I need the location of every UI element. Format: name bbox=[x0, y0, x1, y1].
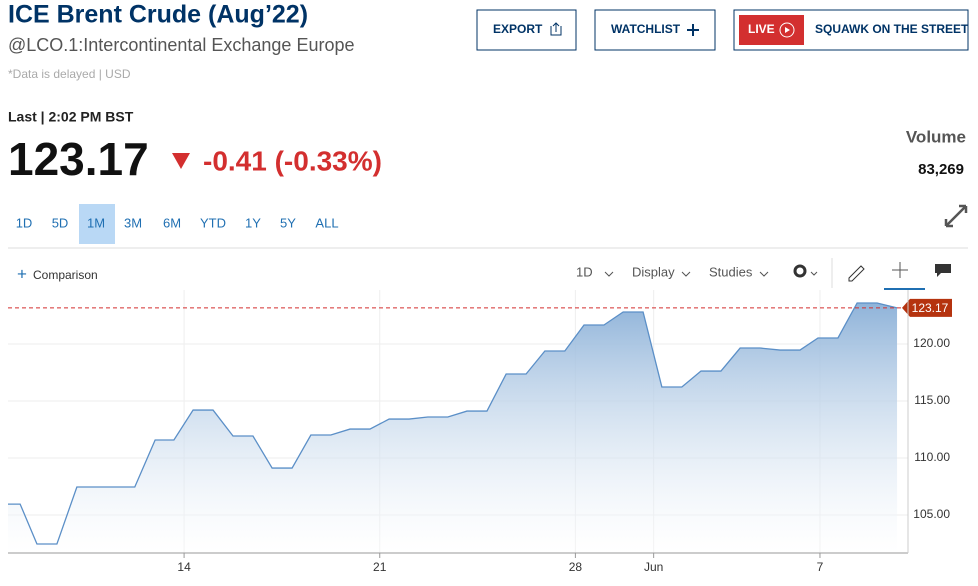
expand-icon[interactable] bbox=[944, 204, 968, 228]
comment-icon[interactable] bbox=[935, 264, 951, 277]
range-tab[interactable]: 1Y bbox=[245, 215, 261, 230]
range-tab[interactable]: 1D bbox=[16, 215, 33, 230]
y-tick-label: 115.00 bbox=[914, 393, 950, 407]
interval[interactable]: 1D bbox=[576, 264, 593, 279]
play-icon bbox=[779, 22, 795, 38]
play-triangle bbox=[785, 27, 790, 33]
squawk-label: SQUAWK ON THE STREET bbox=[815, 22, 969, 36]
x-tick-label: Jun bbox=[644, 560, 663, 574]
x-tick-label: 7 bbox=[817, 560, 824, 574]
volume: 83,269 bbox=[918, 161, 964, 178]
last-time: Last | 2:02 PM BST bbox=[8, 109, 134, 125]
subtitle: @LCO.1:Intercontinental Exchange Europe bbox=[8, 35, 354, 55]
watchlist-label: WATCHLIST bbox=[611, 22, 681, 36]
last-price-label: 123.17 bbox=[912, 301, 949, 315]
price: 123.17 bbox=[8, 133, 149, 185]
change: -0.41 (-0.33%) bbox=[203, 145, 382, 176]
draw-icon[interactable] bbox=[848, 265, 865, 282]
studies[interactable]: Studies bbox=[709, 264, 753, 279]
line bbox=[8, 302, 898, 545]
range-tabs: 1D 5D 1M 3M 6M YTD 1Y 5Y ALL bbox=[16, 204, 339, 244]
y-tick-label: 105.00 bbox=[913, 507, 950, 521]
x-tick-label: 21 bbox=[373, 560, 387, 574]
range-tab[interactable]: ALL bbox=[315, 215, 338, 230]
area bbox=[8, 302, 898, 553]
range-tab[interactable]: 5D bbox=[52, 215, 69, 230]
range-tab[interactable]: 1M bbox=[87, 215, 105, 230]
plus-icon bbox=[687, 24, 699, 36]
comparison-plus[interactable]: + bbox=[17, 264, 27, 283]
export-icon bbox=[550, 22, 562, 36]
title: ICE Brent Crude (Aug’22) bbox=[8, 1, 308, 29]
x-tick-label: 14 bbox=[177, 560, 191, 574]
range-tab[interactable]: 5Y bbox=[280, 215, 296, 230]
y-tick-label: 110.00 bbox=[914, 450, 950, 464]
display[interactable]: Display bbox=[632, 264, 675, 279]
down-arrow bbox=[172, 153, 190, 169]
crosshair-icon[interactable] bbox=[892, 262, 908, 278]
range-active bbox=[79, 204, 115, 244]
range-tab[interactable]: YTD bbox=[200, 215, 226, 230]
settings-icon[interactable] bbox=[793, 264, 807, 278]
chart: 105.00 110.00 115.00 120.00 14 21 28 Jun 7 123.17 bbox=[8, 290, 952, 574]
note: *Data is delayed | USD bbox=[8, 67, 131, 81]
live-label: LIVE bbox=[748, 22, 775, 36]
comparison[interactable]: Comparison bbox=[33, 268, 98, 282]
chevrons bbox=[604, 271, 818, 277]
export-label: EXPORT bbox=[493, 22, 543, 36]
range-tab[interactable]: 6M bbox=[163, 215, 181, 230]
live-badge bbox=[739, 15, 804, 45]
last-price-tag bbox=[902, 298, 952, 317]
y-tick-label: 120.00 bbox=[913, 336, 950, 350]
export-button[interactable] bbox=[476, 9, 577, 51]
range-tab[interactable]: 3M bbox=[124, 215, 142, 230]
volume-label: Volume bbox=[906, 127, 966, 146]
x-tick-label: 28 bbox=[569, 560, 583, 574]
